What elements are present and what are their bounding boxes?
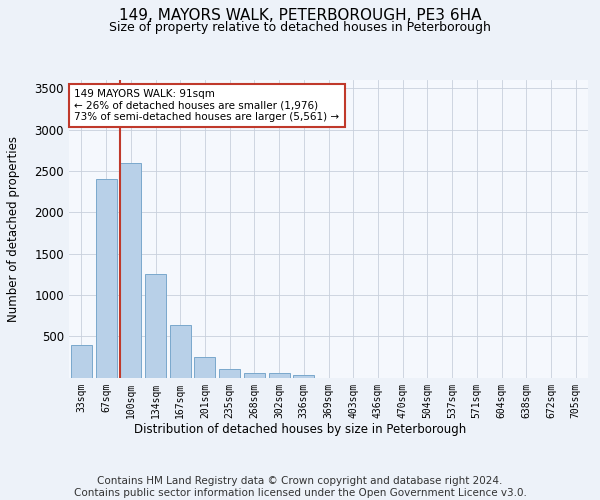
Bar — [244, 372, 265, 378]
Text: Size of property relative to detached houses in Peterborough: Size of property relative to detached ho… — [109, 21, 491, 34]
Bar — [120, 162, 141, 378]
Text: Contains HM Land Registry data © Crown copyright and database right 2024.
Contai: Contains HM Land Registry data © Crown c… — [74, 476, 526, 498]
Text: Distribution of detached houses by size in Peterborough: Distribution of detached houses by size … — [134, 422, 466, 436]
Bar — [219, 369, 240, 378]
Bar — [95, 179, 116, 378]
Bar — [71, 346, 92, 378]
Bar — [145, 274, 166, 378]
Bar — [293, 375, 314, 378]
Bar — [269, 374, 290, 378]
Bar — [194, 357, 215, 378]
Bar — [170, 324, 191, 378]
Text: 149, MAYORS WALK, PETERBOROUGH, PE3 6HA: 149, MAYORS WALK, PETERBOROUGH, PE3 6HA — [119, 8, 481, 22]
Text: 149 MAYORS WALK: 91sqm
← 26% of detached houses are smaller (1,976)
73% of semi-: 149 MAYORS WALK: 91sqm ← 26% of detached… — [74, 89, 340, 122]
Y-axis label: Number of detached properties: Number of detached properties — [7, 136, 20, 322]
